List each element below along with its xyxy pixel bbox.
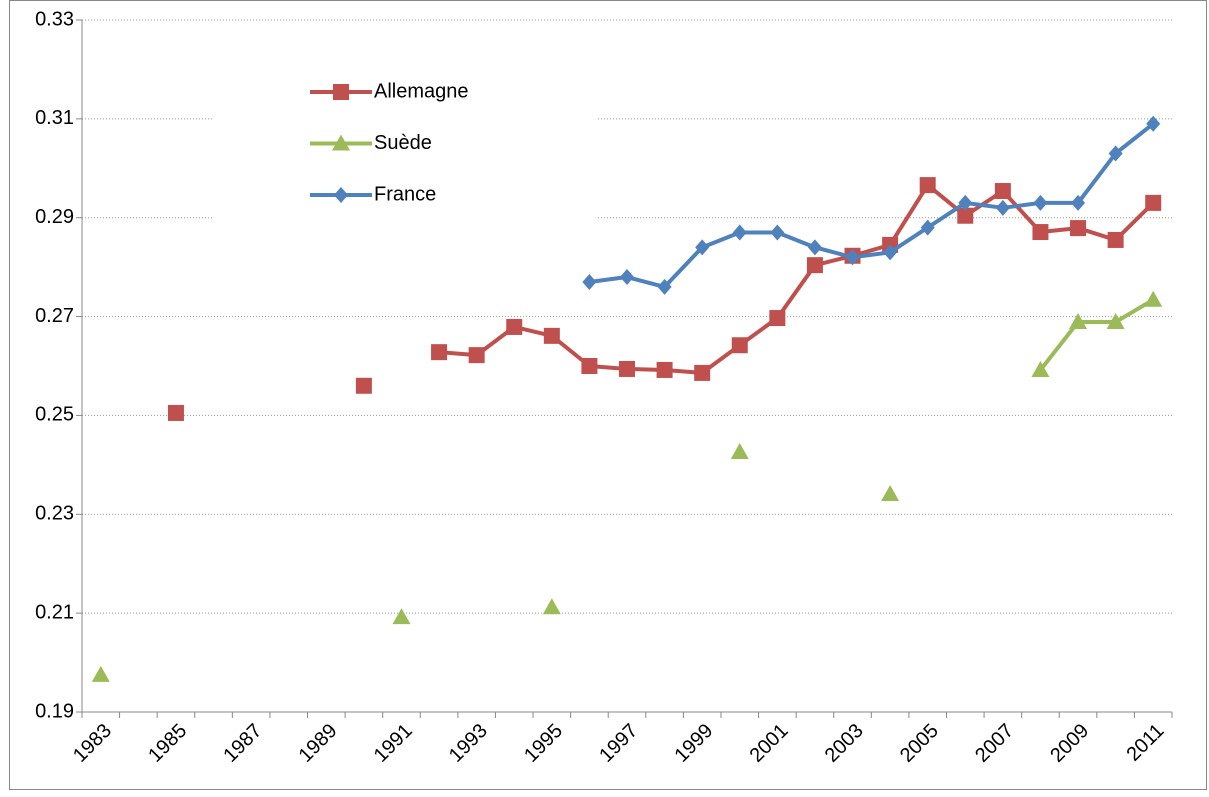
chart-frame	[9, 0, 1207, 790]
marker	[1033, 194, 1048, 211]
y-tick-label: 0.27	[35, 305, 74, 327]
marker	[543, 327, 560, 344]
marker	[431, 344, 448, 361]
marker	[730, 443, 749, 460]
marker	[881, 485, 900, 502]
marker	[1069, 313, 1088, 330]
y-tick-label: 0.31	[35, 107, 74, 129]
marker	[620, 269, 634, 286]
y-tick-label: 0.19	[35, 700, 74, 722]
marker	[392, 608, 411, 625]
marker	[732, 224, 747, 241]
marker	[334, 187, 348, 203]
marker	[1107, 231, 1124, 248]
marker	[1106, 313, 1125, 330]
marker	[657, 278, 672, 295]
marker	[581, 358, 598, 374]
marker	[333, 84, 349, 100]
marker	[807, 239, 822, 256]
legend-label: Suède	[374, 132, 432, 154]
y-tick-label: 0.23	[35, 503, 74, 525]
marker	[582, 273, 597, 290]
marker	[845, 249, 860, 266]
marker	[694, 364, 711, 381]
legend-background	[212, 62, 598, 222]
y-tick-label: 0.29	[35, 206, 74, 228]
marker	[542, 598, 561, 615]
marker	[1146, 115, 1161, 132]
marker	[91, 665, 110, 682]
marker	[883, 244, 898, 261]
y-tick-label: 0.25	[35, 404, 74, 426]
marker	[806, 257, 823, 274]
series-line	[589, 122, 1155, 289]
marker	[695, 239, 710, 256]
marker	[506, 318, 523, 335]
marker	[731, 337, 748, 354]
marker	[1145, 194, 1162, 211]
marker	[167, 404, 184, 421]
y-tick-label: 0.33	[35, 8, 74, 30]
marker	[920, 219, 935, 236]
marker	[1031, 360, 1050, 377]
marker	[770, 224, 785, 241]
marker	[468, 347, 485, 364]
marker	[656, 361, 673, 378]
marker	[995, 199, 1010, 216]
marker	[1071, 194, 1086, 211]
marker	[1032, 224, 1049, 241]
marker	[957, 207, 974, 224]
marker	[619, 360, 635, 377]
marker	[332, 134, 350, 151]
legend-label: France	[374, 183, 436, 205]
marker	[919, 177, 936, 194]
marker	[1108, 145, 1123, 162]
marker	[958, 194, 973, 211]
series-line	[1038, 298, 1155, 372]
marker	[994, 183, 1011, 200]
marker	[1144, 290, 1163, 307]
marker	[1070, 220, 1087, 237]
marker	[769, 310, 786, 327]
marker	[355, 377, 372, 394]
legend-label: Allemagne	[374, 80, 469, 102]
y-tick-label: 0.21	[35, 601, 74, 623]
